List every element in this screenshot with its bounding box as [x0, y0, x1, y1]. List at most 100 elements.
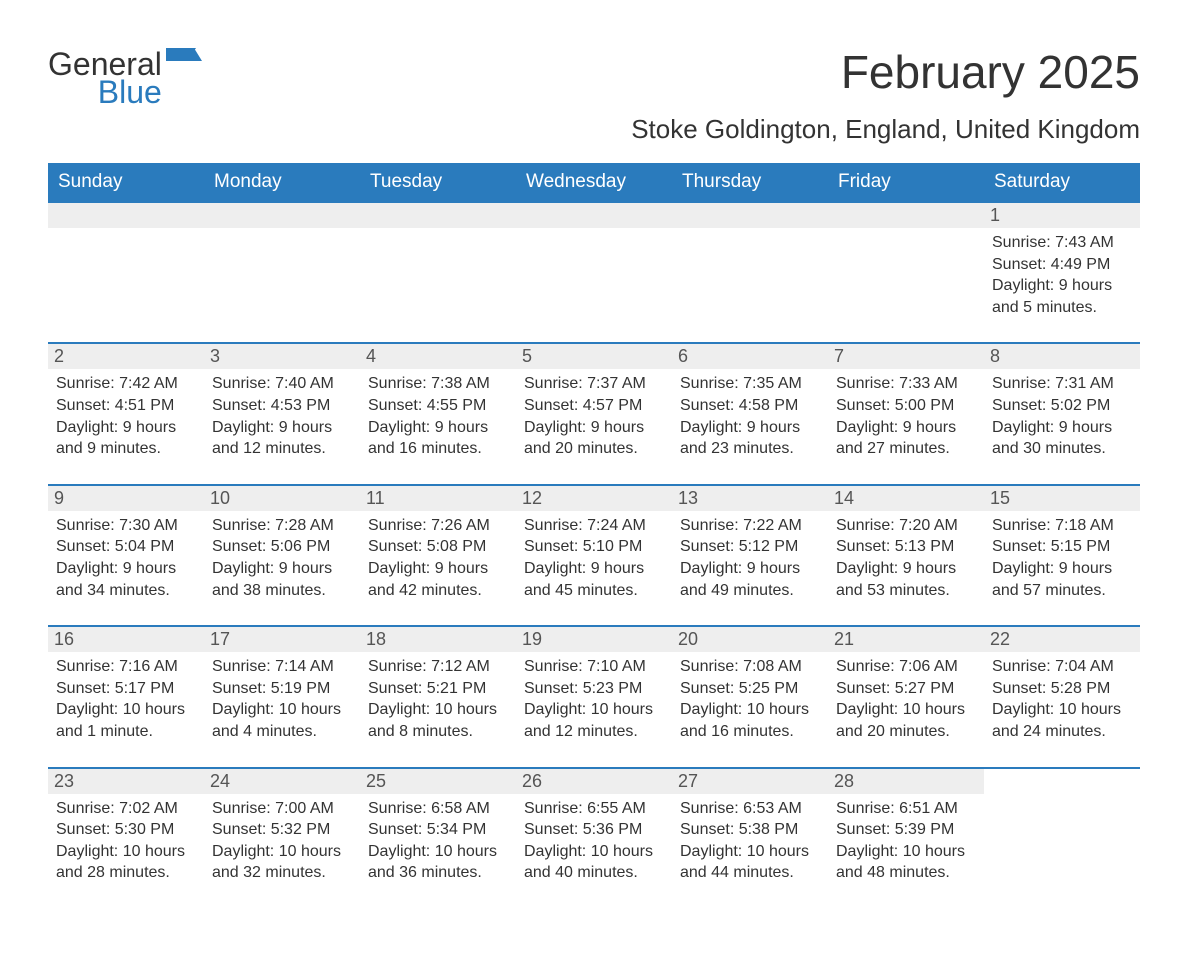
calendar-day-cell: 2Sunrise: 7:42 AMSunset: 4:51 PMDaylight… [48, 343, 204, 484]
daylight-text: Daylight: 9 hours and 53 minutes. [836, 558, 978, 601]
calendar-day-cell: 7 Sunrise: 7:33 AMSunset: 5:00 PMDaylight… [828, 343, 984, 484]
day-detail: Sunrise: 7:42 AMSunset: 4:51 PMDaylight:… [54, 373, 198, 459]
day-number-bar: 17 [204, 627, 360, 652]
sunrise-text: Sunrise: 7:43 AM [992, 232, 1134, 254]
day-detail: Sunrise: 7:35 AMSunset: 4:58 PMDaylight:… [678, 373, 822, 459]
weekday-header: Wednesday [516, 163, 672, 202]
day-detail: Sunrise: 7:16 AMSunset: 5:17 PMDaylight:… [54, 656, 198, 742]
day-number-bar: 21 [828, 627, 984, 652]
sunrise-text: Sunrise: 7:38 AM [368, 373, 510, 395]
calendar-day-cell: 19 Sunrise: 7:10 AMSunset: 5:23 PMDayligh… [516, 626, 672, 767]
daylight-text: Daylight: 9 hours and 34 minutes. [56, 558, 198, 601]
sunrise-text: Sunrise: 7:26 AM [368, 515, 510, 537]
flag-icon [166, 48, 202, 79]
header: General Blue February 2025 [48, 48, 1140, 108]
day-number-bar: 14 [828, 486, 984, 511]
day-detail: Sunrise: 7:10 AMSunset: 5:23 PMDaylight:… [522, 656, 666, 742]
calendar-day-cell: 21 Sunrise: 7:06 AMSunset: 5:27 PMDayligh… [828, 626, 984, 767]
day-detail: Sunrise: 7:28 AMSunset: 5:06 PMDaylight:… [210, 515, 354, 601]
day-number-bar [48, 203, 204, 228]
daylight-text: Daylight: 9 hours and 45 minutes. [524, 558, 666, 601]
calendar-day-cell: 1Sunrise: 7:43 AMSunset: 4:49 PMDaylight… [984, 202, 1140, 343]
sunrise-text: Sunrise: 7:16 AM [56, 656, 198, 678]
sunrise-text: Sunrise: 7:22 AM [680, 515, 822, 537]
sunset-text: Sunset: 5:10 PM [524, 536, 666, 558]
day-detail: Sunrise: 7:37 AMSunset: 4:57 PMDaylight:… [522, 373, 666, 459]
daylight-text: Daylight: 10 hours and 32 minutes. [212, 841, 354, 884]
day-number-bar: 16 [48, 627, 204, 652]
sunrise-text: Sunrise: 7:14 AM [212, 656, 354, 678]
sunset-text: Sunset: 5:27 PM [836, 678, 978, 700]
day-number-bar [360, 203, 516, 228]
day-detail: Sunrise: 7:40 AMSunset: 4:53 PMDaylight:… [210, 373, 354, 459]
calendar-day-cell: 18Sunrise: 7:12 AMSunset: 5:21 PMDayligh… [360, 626, 516, 767]
calendar-week-row: 23Sunrise: 7:02 AMSunset: 5:30 PMDayligh… [48, 768, 1140, 908]
location: Stoke Goldington, England, United Kingdo… [48, 114, 1140, 145]
sunset-text: Sunset: 5:25 PM [680, 678, 822, 700]
sunset-text: Sunset: 5:02 PM [992, 395, 1134, 417]
day-number-bar: 19 [516, 627, 672, 652]
daylight-text: Daylight: 10 hours and 24 minutes. [992, 699, 1134, 742]
calendar-day-cell [204, 202, 360, 343]
sunrise-text: Sunrise: 7:00 AM [212, 798, 354, 820]
sunset-text: Sunset: 4:57 PM [524, 395, 666, 417]
sunset-text: Sunset: 5:32 PM [212, 819, 354, 841]
day-detail: Sunrise: 7:24 AMSunset: 5:10 PMDaylight:… [522, 515, 666, 601]
logo-text: General Blue [48, 48, 162, 108]
weekday-header-row: SundayMondayTuesdayWednesdayThursdayFrid… [48, 163, 1140, 202]
calendar-week-row: 2Sunrise: 7:42 AMSunset: 4:51 PMDaylight… [48, 343, 1140, 484]
daylight-text: Daylight: 10 hours and 1 minute. [56, 699, 198, 742]
calendar-day-cell [516, 202, 672, 343]
day-number-bar: 7 [828, 344, 984, 369]
day-detail: Sunrise: 7:08 AMSunset: 5:25 PMDaylight:… [678, 656, 822, 742]
daylight-text: Daylight: 9 hours and 9 minutes. [56, 417, 198, 460]
day-number-bar: 28 [828, 769, 984, 794]
sunrise-text: Sunrise: 7:04 AM [992, 656, 1134, 678]
day-number-bar: 9 [48, 486, 204, 511]
day-number-bar: 10 [204, 486, 360, 511]
sunset-text: Sunset: 5:39 PM [836, 819, 978, 841]
calendar-day-cell: 15Sunrise: 7:18 AMSunset: 5:15 PMDayligh… [984, 485, 1140, 626]
sunset-text: Sunset: 5:00 PM [836, 395, 978, 417]
daylight-text: Daylight: 9 hours and 57 minutes. [992, 558, 1134, 601]
sunset-text: Sunset: 5:04 PM [56, 536, 198, 558]
day-detail: Sunrise: 7:31 AMSunset: 5:02 PMDaylight:… [990, 373, 1134, 459]
day-number-bar: 24 [204, 769, 360, 794]
sunrise-text: Sunrise: 6:53 AM [680, 798, 822, 820]
sunrise-text: Sunrise: 7:18 AM [992, 515, 1134, 537]
sunrise-text: Sunrise: 7:33 AM [836, 373, 978, 395]
calendar-day-cell: 17Sunrise: 7:14 AMSunset: 5:19 PMDayligh… [204, 626, 360, 767]
day-detail: Sunrise: 6:51 AMSunset: 5:39 PMDaylight:… [834, 798, 978, 884]
sunrise-text: Sunrise: 7:40 AM [212, 373, 354, 395]
day-number-bar [204, 203, 360, 228]
weekday-header: Monday [204, 163, 360, 202]
day-detail: Sunrise: 6:53 AMSunset: 5:38 PMDaylight:… [678, 798, 822, 884]
day-number-bar: 15 [984, 486, 1140, 511]
day-number-bar [516, 203, 672, 228]
daylight-text: Daylight: 9 hours and 5 minutes. [992, 275, 1134, 318]
daylight-text: Daylight: 10 hours and 12 minutes. [524, 699, 666, 742]
calendar-week-row: 16 Sunrise: 7:16 AMSunset: 5:17 PMDayligh… [48, 626, 1140, 767]
daylight-text: Daylight: 10 hours and 20 minutes. [836, 699, 978, 742]
calendar-day-cell: 22Sunrise: 7:04 AMSunset: 5:28 PMDayligh… [984, 626, 1140, 767]
calendar-day-cell: 26Sunrise: 6:55 AMSunset: 5:36 PMDayligh… [516, 768, 672, 908]
sunset-text: Sunset: 5:19 PM [212, 678, 354, 700]
day-number-bar [672, 203, 828, 228]
day-detail: Sunrise: 7:12 AMSunset: 5:21 PMDaylight:… [366, 656, 510, 742]
sunrise-text: Sunrise: 6:51 AM [836, 798, 978, 820]
sunset-text: Sunset: 4:51 PM [56, 395, 198, 417]
calendar-day-cell: 8Sunrise: 7:31 AMSunset: 5:02 PMDaylight… [984, 343, 1140, 484]
sunrise-text: Sunrise: 7:24 AM [524, 515, 666, 537]
daylight-text: Daylight: 9 hours and 16 minutes. [368, 417, 510, 460]
sunset-text: Sunset: 4:55 PM [368, 395, 510, 417]
weekday-header: Thursday [672, 163, 828, 202]
day-detail: Sunrise: 7:33 AMSunset: 5:00 PMDaylight:… [834, 373, 978, 459]
daylight-text: Daylight: 9 hours and 42 minutes. [368, 558, 510, 601]
sunrise-text: Sunrise: 7:08 AM [680, 656, 822, 678]
calendar-day-cell: 28 Sunrise: 6:51 AMSunset: 5:39 PMDayligh… [828, 768, 984, 908]
sunset-text: Sunset: 5:21 PM [368, 678, 510, 700]
day-detail: Sunrise: 6:58 AMSunset: 5:34 PMDaylight:… [366, 798, 510, 884]
calendar-day-cell: 6Sunrise: 7:35 AMSunset: 4:58 PMDaylight… [672, 343, 828, 484]
daylight-text: Daylight: 9 hours and 23 minutes. [680, 417, 822, 460]
day-detail: Sunrise: 7:06 AMSunset: 5:27 PMDaylight:… [834, 656, 978, 742]
